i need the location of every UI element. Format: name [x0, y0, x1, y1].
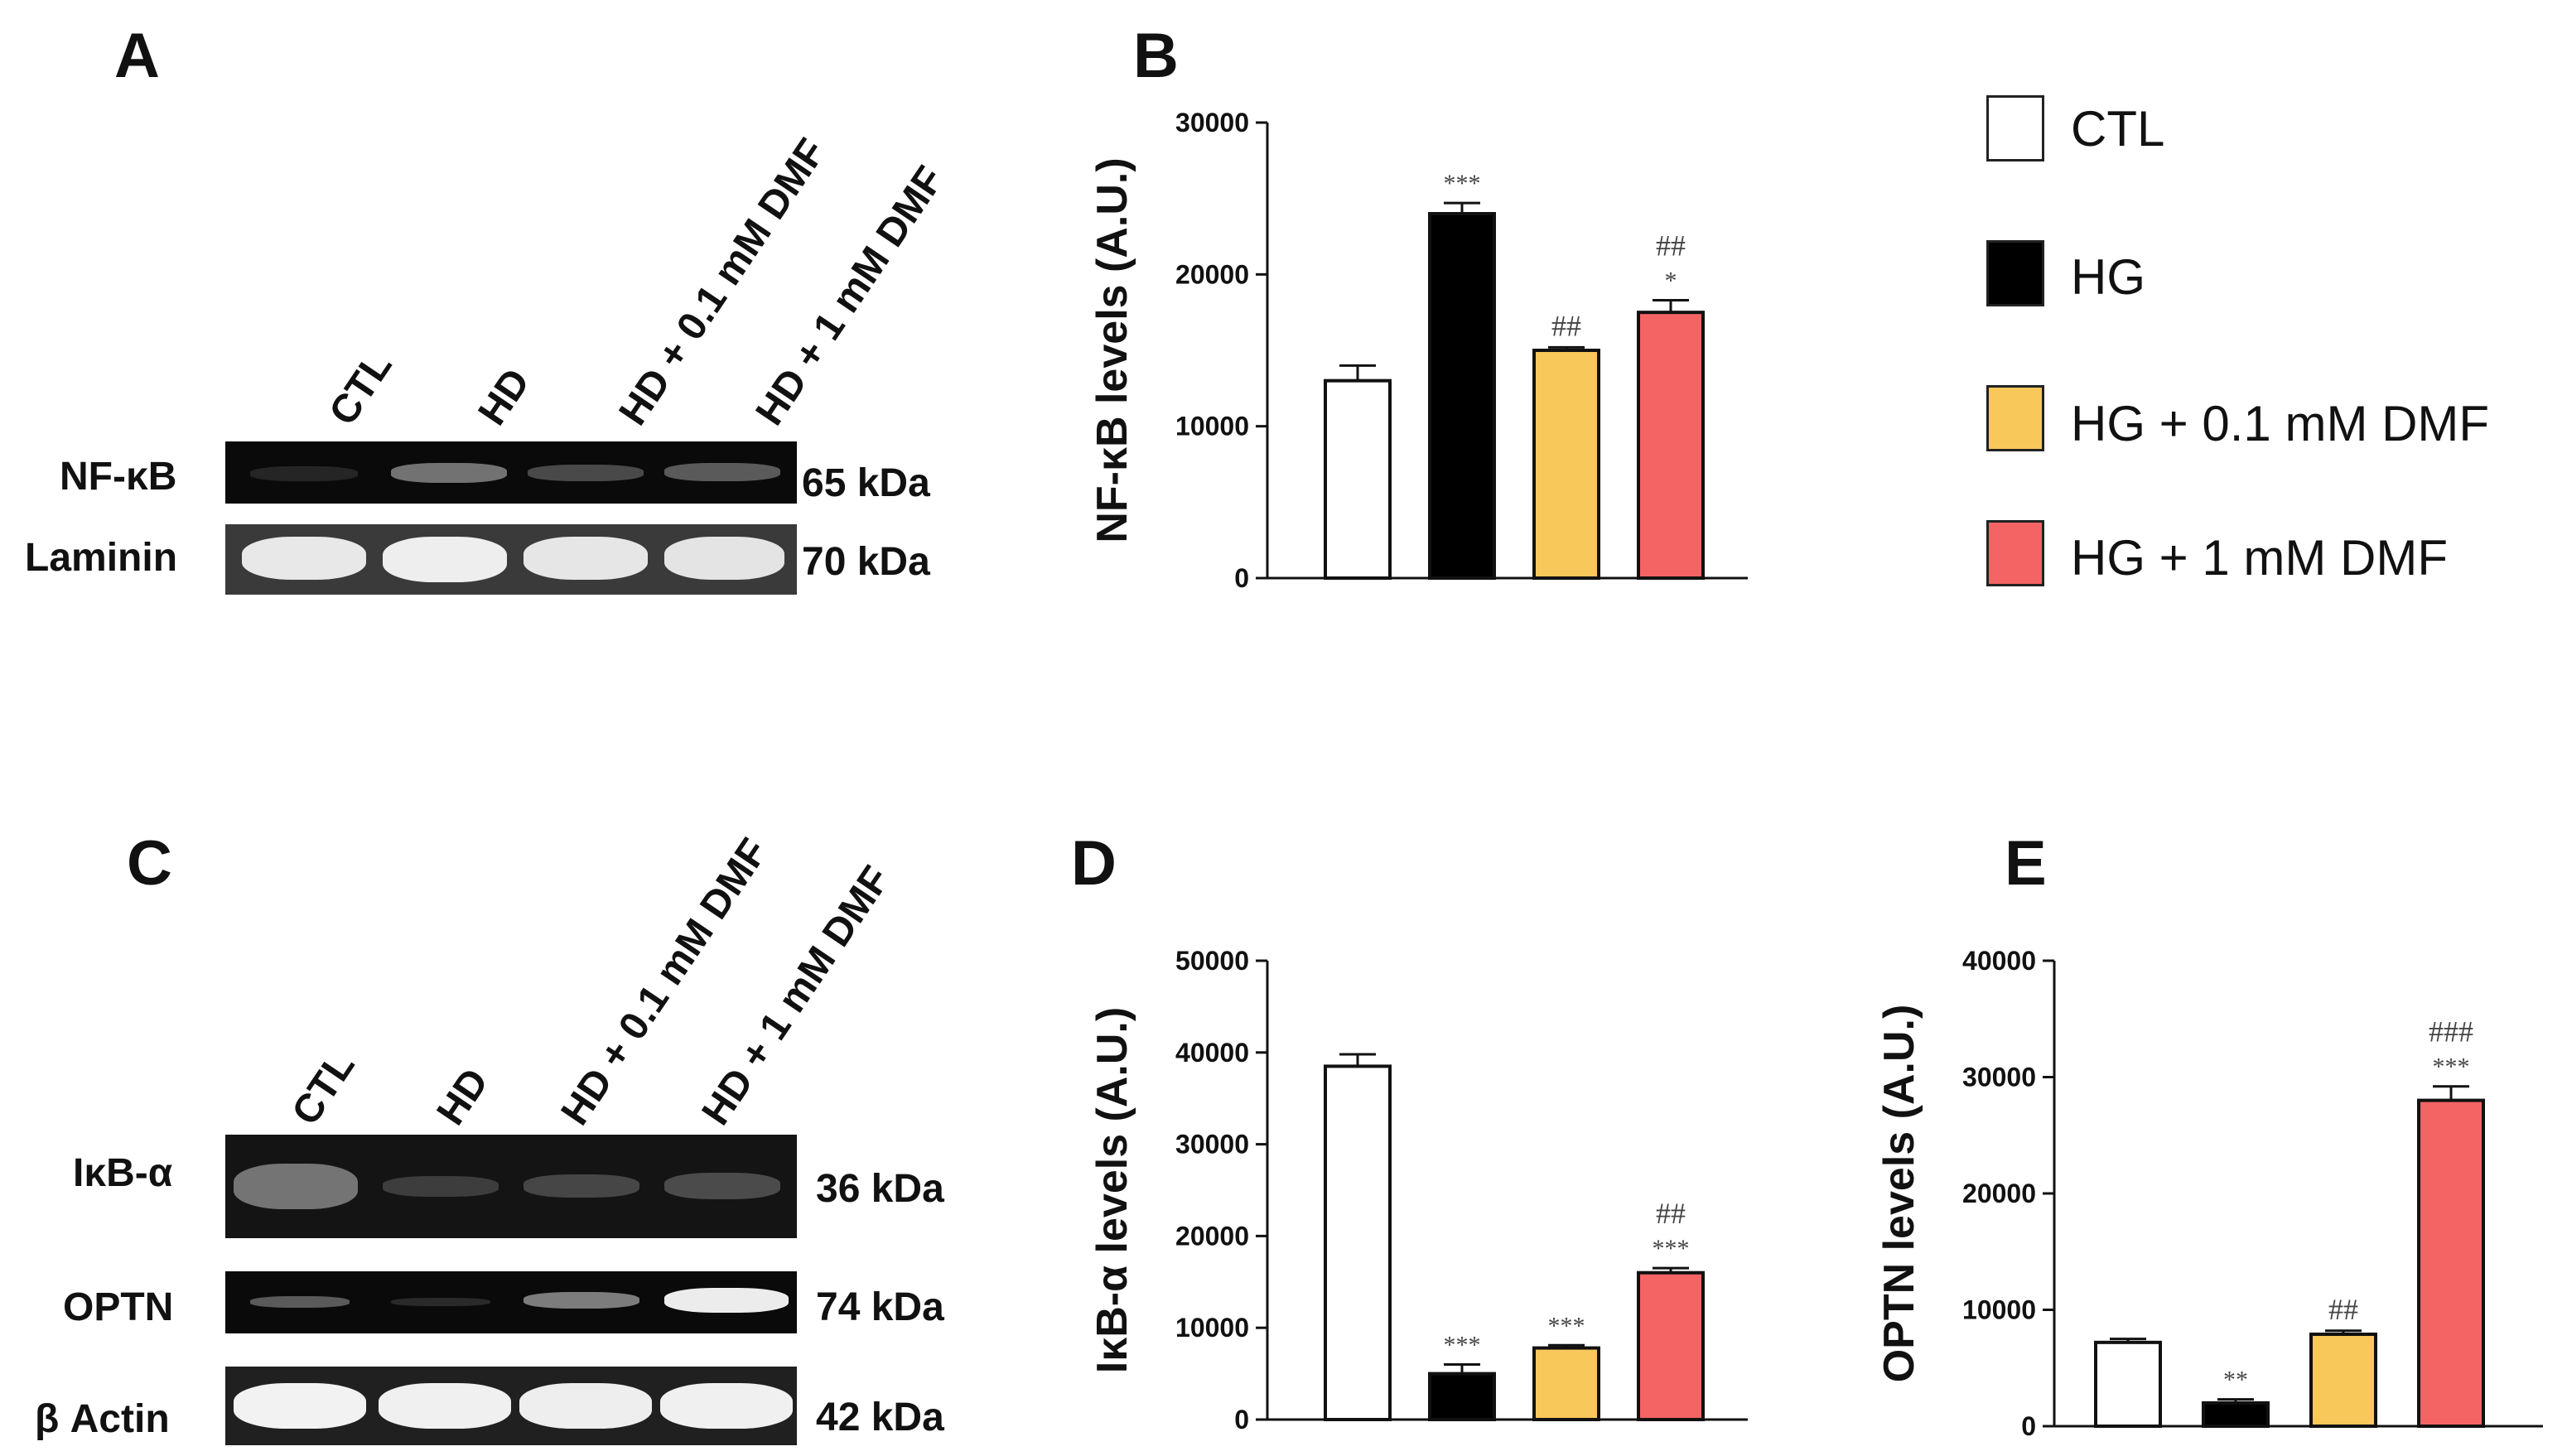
y-tick-label: 10000 — [1175, 1313, 1249, 1343]
blot-strip-ikba — [225, 1135, 797, 1238]
legend-label-hg: HG — [2071, 249, 2145, 305]
lane-label-hd: HD — [470, 360, 539, 433]
row-label-beta-actin: β Actin — [35, 1397, 170, 1441]
row-label-optn: OPTN — [63, 1285, 174, 1329]
panel-letter-b: B — [1133, 21, 1179, 91]
band — [383, 1176, 499, 1197]
chart-e-optn: OPTN levels (A.U.) 0 10000 20000 30000 40000 *… — [1875, 946, 2543, 1441]
bar-ctl — [2094, 1340, 2162, 1428]
bar-hg-1-mm-dmf — [1637, 311, 1705, 580]
bar-ctl — [1324, 378, 1392, 580]
panel-letter-c: C — [127, 828, 172, 899]
band — [391, 463, 507, 483]
bar-ctl — [1324, 1064, 1392, 1421]
panel-letter-e: E — [2005, 828, 2047, 899]
y-tick-label: 20000 — [1962, 1179, 2036, 1208]
kda-ikba: 36 kDa — [816, 1167, 944, 1211]
lane-label-ctl: CTL — [321, 344, 401, 433]
kda-optn: 74 kDa — [816, 1285, 944, 1329]
legend-swatch-hg-0-1-dmf — [1986, 385, 2044, 451]
bar-hg-1-mm-dmf — [2417, 1098, 2485, 1428]
y-tick-label: 0 — [1234, 1405, 1249, 1434]
bar-hg — [1428, 1372, 1496, 1421]
significance-stars: ** — [2223, 1367, 2248, 1394]
significance-hash: ## — [2328, 1293, 2358, 1326]
legend-swatch-hg — [1986, 240, 2044, 306]
band — [391, 1298, 490, 1306]
legend-label-hg-1-dmf: HG + 1 mM DMF — [2071, 530, 2449, 586]
significance-stars: *** — [1653, 1235, 1690, 1262]
band — [383, 537, 507, 582]
band — [524, 537, 648, 580]
y-axis-label: NF-κB levels (A.U.) — [1088, 157, 1136, 542]
band — [379, 1383, 511, 1429]
blot-strip-optn — [225, 1271, 797, 1333]
y-tick-label: 50000 — [1175, 946, 1249, 976]
lane-label-ctl: CTL — [283, 1044, 364, 1133]
y-tick-label: 40000 — [1175, 1038, 1249, 1068]
band — [250, 466, 358, 481]
band — [242, 537, 366, 580]
significance-hash: ## — [1656, 229, 1686, 263]
band — [250, 1296, 350, 1308]
bar-hg-1-mm-dmf — [1637, 1270, 1705, 1421]
legend-label-hg-0-1-dmf: HG + 0.1 mM DMF — [2071, 396, 2490, 451]
panel-letter-d: D — [1071, 828, 1117, 899]
significance-stars: *** — [1548, 1312, 1585, 1339]
band — [524, 1174, 639, 1198]
significance-hash: ### — [2429, 1015, 2473, 1049]
y-tick-label: 0 — [2021, 1411, 2036, 1441]
band — [664, 1173, 780, 1199]
significance-stars: *** — [1444, 170, 1481, 197]
significance-hash: ## — [1551, 309, 1581, 342]
significance-hash: ## — [1656, 1197, 1686, 1230]
y-tick-label: 20000 — [1175, 1221, 1249, 1251]
y-tick-label: 40000 — [1962, 946, 2036, 976]
band — [524, 1292, 639, 1309]
legend-swatch-ctl — [1986, 95, 2044, 162]
band — [660, 1383, 793, 1429]
chart-b-nfkb: NF-κB levels (A.U.) 0 10000 20000 30000 *** ##… — [1088, 108, 1748, 593]
band — [664, 463, 780, 481]
bar-hg-0-1-mm-dmf — [1532, 1346, 1600, 1421]
band — [234, 1164, 358, 1209]
band — [528, 465, 644, 481]
chart-d-ikba: IκB-α levels (A.U.) 0 10000 20000 30000 40000… — [1088, 946, 1748, 1434]
y-axis-label: IκB-α levels (A.U.) — [1088, 1007, 1136, 1373]
significance-stars: *** — [2433, 1053, 2470, 1081]
kda-nfkb: 65 kDa — [802, 461, 930, 505]
y-tick-label: 20000 — [1175, 259, 1249, 289]
band — [234, 1383, 366, 1429]
y-tick-label: 30000 — [1175, 108, 1249, 137]
bar-hg-0-1-mm-dmf — [1532, 349, 1600, 580]
legend-label-ctl: CTL — [2071, 101, 2165, 157]
blot-strip-beta-actin — [225, 1367, 797, 1445]
row-label-nfkb: NF-κB — [60, 455, 177, 499]
y-tick-label: 30000 — [1962, 1063, 2036, 1092]
panel-letter-a: A — [114, 21, 160, 91]
y-tick-label: 10000 — [1962, 1295, 2036, 1325]
kda-laminin: 70 kDa — [802, 540, 930, 584]
band — [664, 1288, 789, 1313]
significance-stars: *** — [1444, 1332, 1481, 1359]
legend-swatch-hg-1-dmf — [1986, 520, 2044, 586]
significance-stars: * — [1665, 268, 1677, 295]
lane-label-hd: HD — [428, 1060, 498, 1133]
blot-strip-nfkb — [225, 441, 797, 504]
blot-strip-laminin — [225, 524, 797, 595]
row-label-ikba: IκB-α — [73, 1151, 173, 1195]
y-axis-label: OPTN levels (A.U.) — [1875, 1005, 1923, 1383]
row-label-laminin: Laminin — [25, 536, 178, 580]
y-tick-label: 10000 — [1175, 412, 1249, 441]
bar-hg — [2202, 1401, 2270, 1429]
bar-hg — [1428, 212, 1496, 580]
band — [664, 537, 784, 580]
bar-hg-0-1-mm-dmf — [2309, 1333, 2377, 1429]
y-tick-label: 30000 — [1175, 1130, 1249, 1159]
band — [519, 1383, 652, 1429]
kda-beta-actin: 42 kDa — [816, 1396, 944, 1439]
y-tick-label: 0 — [1234, 563, 1249, 593]
